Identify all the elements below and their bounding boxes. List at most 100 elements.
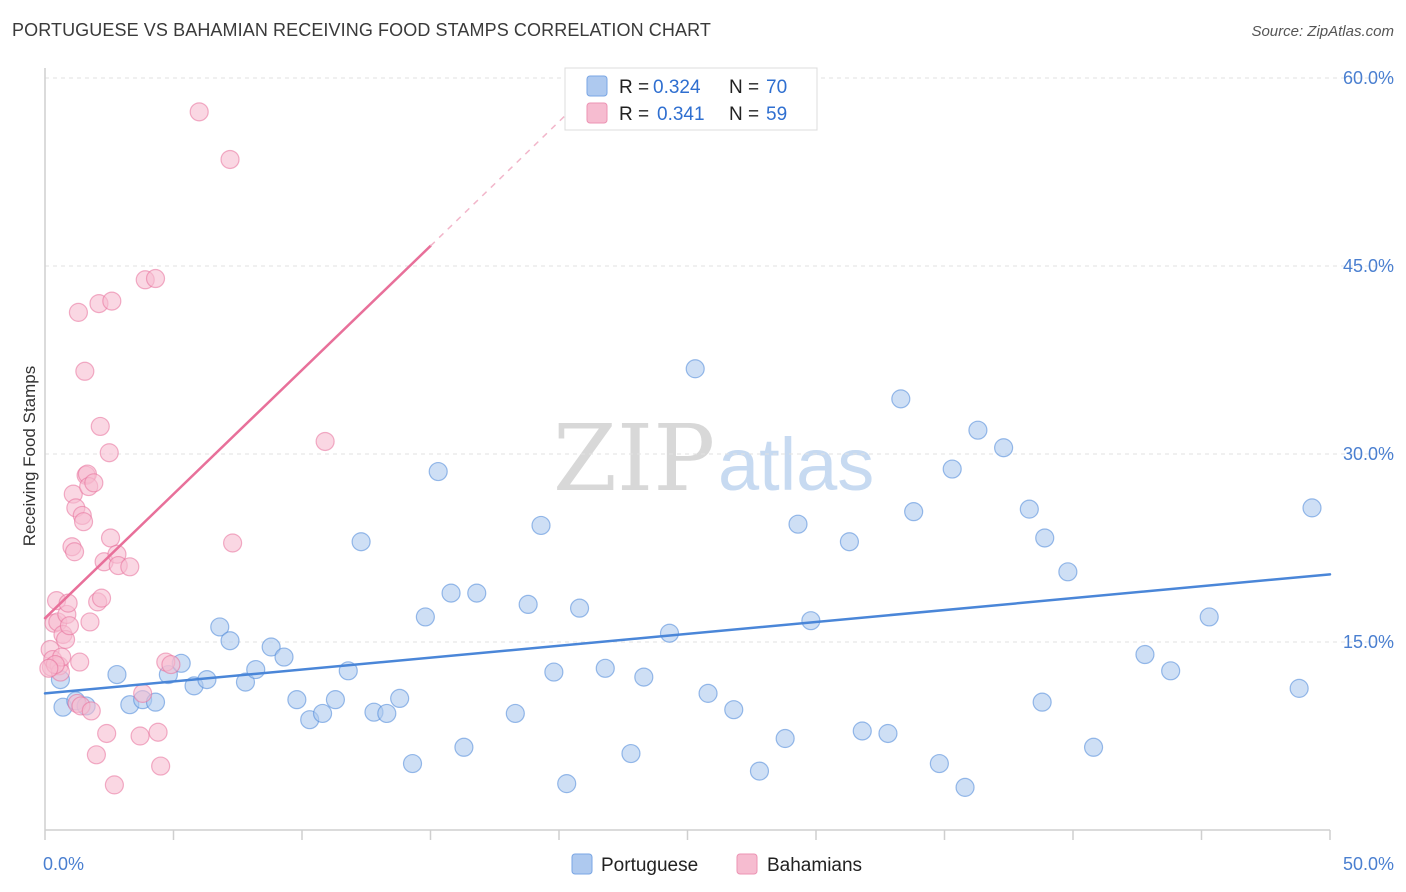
- x-axis-ticks: [44, 830, 1331, 840]
- bahamians-point-16: [64, 542, 85, 562]
- portuguese-point-31: [454, 737, 474, 757]
- bahamians-point-45: [130, 726, 150, 746]
- portuguese-point-63: [1058, 562, 1078, 582]
- bahamians-point-31: [86, 745, 107, 765]
- portuguese-point-47: [775, 728, 795, 749]
- gridlines: [45, 77, 1394, 643]
- portuguese-point-46: [749, 761, 770, 781]
- portuguese-point-64: [1083, 737, 1104, 757]
- source-text: Source: ZipAtlas.com: [1251, 23, 1394, 40]
- legend-r-label-2: R =: [619, 104, 649, 125]
- portuguese-point-58: [968, 420, 988, 440]
- legend-n-value-1: 70: [766, 77, 787, 98]
- portuguese-point-16: [261, 637, 281, 657]
- legend-bottom: Portuguese Bahamians: [571, 853, 862, 876]
- portuguese-point-23: [351, 532, 371, 552]
- portuguese-point-39: [595, 658, 615, 678]
- portuguese-point-55: [929, 753, 949, 774]
- portuguese-point-54: [904, 502, 924, 522]
- y-tick-label-3: 60.0%: [1343, 68, 1394, 88]
- legend-n-label-2: N =: [729, 104, 759, 125]
- portuguese-point-43: [685, 359, 705, 379]
- legend-bottom-swatch-bahamians: [736, 853, 758, 875]
- portuguese-point-20: [312, 703, 333, 724]
- bahamians-point-23: [73, 512, 94, 532]
- bahamians-point-49: [148, 722, 168, 742]
- portuguese-point-66: [1161, 661, 1181, 681]
- bahamians-trend-line: [43, 244, 432, 620]
- portuguese-point-18: [287, 690, 307, 710]
- watermark-zip: ZIP: [553, 405, 715, 512]
- portuguese-point-51: [852, 721, 872, 741]
- portuguese-point-30: [441, 583, 461, 603]
- bahamians-point-50: [151, 756, 171, 776]
- portuguese-point-62: [1035, 528, 1055, 548]
- bahamians-point-48: [145, 268, 166, 289]
- bahamians-point-55: [223, 533, 243, 553]
- bahamians-point-28: [80, 612, 100, 632]
- portuguese-point-42: [659, 623, 680, 643]
- portuguese-point-44: [698, 683, 718, 703]
- bahamians-point-41: [104, 775, 124, 795]
- legend-n-label-1: N =: [729, 77, 759, 98]
- bahamians-point-35: [91, 588, 112, 608]
- portuguese-point-25: [377, 703, 397, 724]
- bahamians-point-53: [189, 102, 209, 122]
- portuguese-point-57: [955, 777, 975, 797]
- bahamians-point-40: [102, 291, 122, 311]
- portuguese-point-28: [415, 607, 435, 627]
- x-tick-label-max: 50.0%: [1343, 854, 1394, 874]
- portuguese-point-37: [557, 774, 577, 794]
- portuguese-point-12: [210, 617, 230, 637]
- portuguese-point-68: [1289, 678, 1309, 698]
- bahamians-point-38: [99, 443, 119, 463]
- y-axis-label: Receiving Food Stamps: [20, 366, 39, 546]
- bahamians-point-13: [59, 616, 80, 636]
- portuguese-point-56: [942, 459, 962, 479]
- portuguese-point-14: [235, 672, 256, 692]
- bahamians-point-56: [315, 431, 335, 452]
- portuguese-point-61: [1032, 692, 1052, 712]
- portuguese-point-38: [569, 598, 590, 618]
- bahamians-point-24: [75, 361, 95, 381]
- bahamians-point-30: [84, 473, 104, 493]
- portuguese-point-27: [402, 753, 423, 774]
- legend-bottom-label-bahamians: Bahamians: [767, 855, 862, 876]
- legend-swatch-portuguese: [586, 75, 608, 97]
- portuguese-point-52: [878, 723, 898, 744]
- portuguese-point-69: [1302, 498, 1322, 518]
- x-tick-label-min: 0.0%: [43, 854, 84, 874]
- bahamians-point-52: [161, 654, 181, 675]
- portuguese-point-29: [428, 461, 448, 482]
- y-tick-label-2: 45.0%: [1343, 256, 1394, 276]
- series-bahamians: [39, 102, 335, 795]
- portuguese-point-21: [325, 690, 346, 710]
- bahamians-point-37: [97, 723, 117, 744]
- bahamians-point-20: [70, 652, 90, 672]
- chart-title: PORTUGUESE VS BAHAMIAN RECEIVING FOOD ST…: [12, 20, 711, 40]
- legend-bottom-swatch-portuguese: [571, 853, 593, 875]
- bahamians-point-19: [68, 302, 89, 322]
- portuguese-point-35: [531, 515, 551, 536]
- portuguese-point-13: [220, 631, 240, 651]
- portuguese-point-40: [621, 743, 641, 764]
- y-tick-label-0: 15.0%: [1343, 632, 1394, 652]
- portuguese-point-65: [1135, 644, 1155, 665]
- legend-r-value-1: 0.324: [653, 77, 701, 98]
- portuguese-point-33: [505, 703, 525, 724]
- bahamians-point-44: [120, 557, 140, 577]
- portuguese-point-60: [1019, 499, 1039, 519]
- legend-n-value-2: 59: [766, 104, 787, 125]
- bahamians-point-46: [133, 683, 153, 703]
- bahamians-point-58: [39, 658, 59, 678]
- portuguese-point-26: [390, 688, 410, 709]
- legend-r-value-2: 0.341: [657, 104, 705, 125]
- legend-bottom-label-portuguese: Portuguese: [601, 855, 698, 876]
- y-axis-tick-labels: 15.0% 30.0% 45.0% 60.0%: [1343, 68, 1394, 652]
- legend-swatch-bahamians: [586, 102, 608, 124]
- y-tick-label-1: 30.0%: [1343, 444, 1394, 464]
- portuguese-point-59: [994, 438, 1014, 458]
- bahamians-point-39: [100, 528, 121, 548]
- portuguese-point-34: [518, 594, 538, 615]
